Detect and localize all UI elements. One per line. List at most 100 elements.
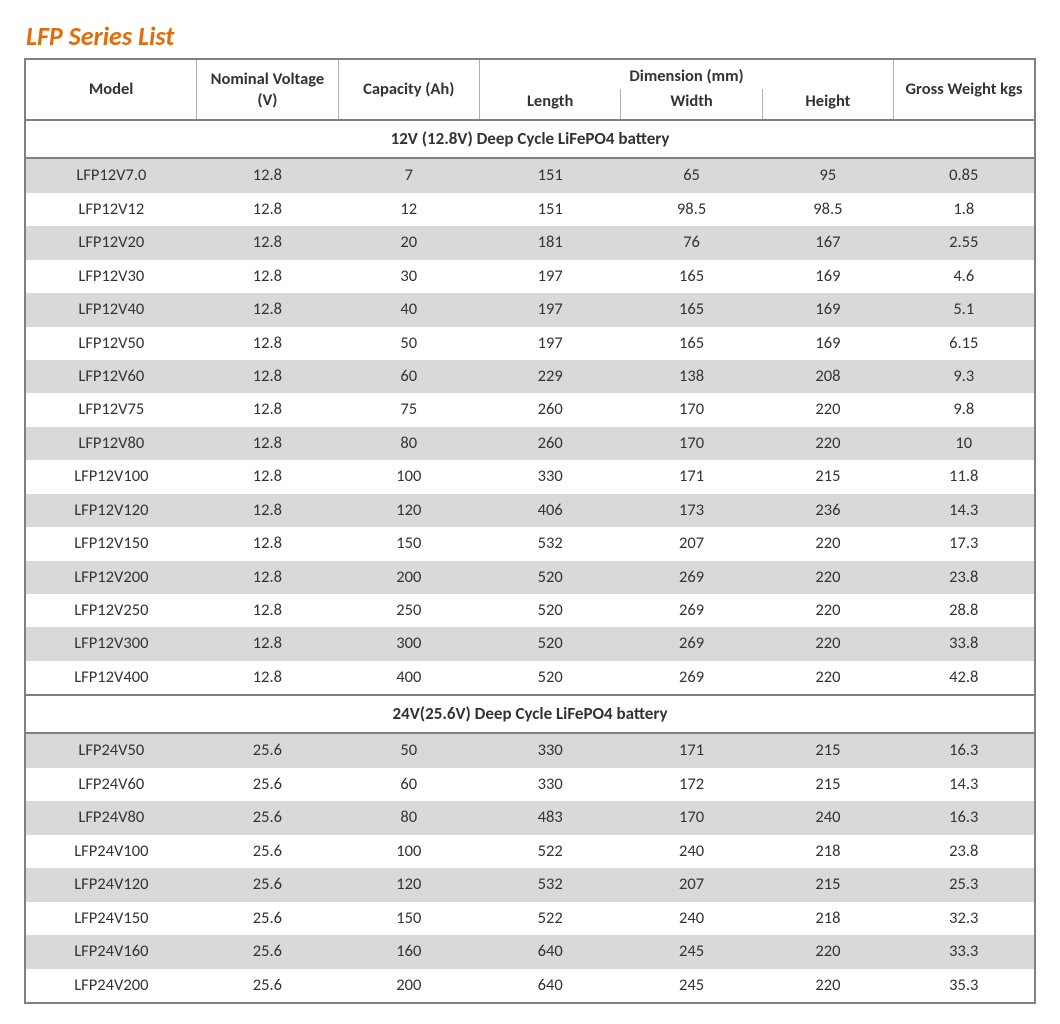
cell-capacity: 12 <box>338 193 479 226</box>
cell-width: 173 <box>621 494 762 527</box>
cell-model: LFP12V50 <box>25 327 197 360</box>
page-title: LFP Series List <box>24 20 1036 52</box>
cell-weight: 6.15 <box>894 327 1035 360</box>
th-height: Height <box>762 89 893 121</box>
cell-model: LFP12V12 <box>25 193 197 226</box>
cell-voltage: 12.8 <box>197 327 338 360</box>
table-row: LFP12V7.012.8715165950.85 <box>25 158 1035 192</box>
cell-voltage: 12.8 <box>197 293 338 326</box>
cell-height: 208 <box>762 360 893 393</box>
cell-capacity: 100 <box>338 460 479 493</box>
cell-capacity: 50 <box>338 733 479 767</box>
table-row: LFP12V2012.820181761672.55 <box>25 226 1035 259</box>
cell-model: LFP12V40 <box>25 293 197 326</box>
table-row: LFP24V16025.616064024522033.3 <box>25 935 1035 968</box>
cell-width: 172 <box>621 768 762 801</box>
cell-width: 171 <box>621 460 762 493</box>
table-row: LFP12V4012.8401971651695.1 <box>25 293 1035 326</box>
cell-weight: 32.3 <box>894 902 1035 935</box>
cell-model: LFP12V300 <box>25 627 197 660</box>
table-row: LFP24V15025.615052224021832.3 <box>25 902 1035 935</box>
cell-length: 197 <box>479 260 620 293</box>
cell-height: 98.5 <box>762 193 893 226</box>
cell-weight: 42.8 <box>894 661 1035 695</box>
cell-voltage: 25.6 <box>197 801 338 834</box>
cell-voltage: 25.6 <box>197 969 338 1003</box>
cell-capacity: 150 <box>338 902 479 935</box>
table-body: 12V (12.8V) Deep Cycle LiFePO4 batteryLF… <box>25 120 1035 1003</box>
cell-height: 220 <box>762 627 893 660</box>
cell-voltage: 12.8 <box>197 260 338 293</box>
cell-height: 215 <box>762 868 893 901</box>
cell-weight: 33.8 <box>894 627 1035 660</box>
cell-voltage: 25.6 <box>197 835 338 868</box>
cell-length: 330 <box>479 733 620 767</box>
table-row: LFP12V20012.820052026922023.8 <box>25 561 1035 594</box>
cell-capacity: 60 <box>338 360 479 393</box>
cell-model: LFP24V50 <box>25 733 197 767</box>
cell-length: 181 <box>479 226 620 259</box>
cell-height: 218 <box>762 835 893 868</box>
cell-width: 170 <box>621 393 762 426</box>
cell-width: 269 <box>621 627 762 660</box>
cell-length: 522 <box>479 835 620 868</box>
cell-width: 269 <box>621 561 762 594</box>
cell-width: 165 <box>621 327 762 360</box>
cell-length: 522 <box>479 902 620 935</box>
cell-weight: 25.3 <box>894 868 1035 901</box>
cell-weight: 4.6 <box>894 260 1035 293</box>
cell-height: 95 <box>762 158 893 192</box>
table-row: LFP12V40012.840052026922042.8 <box>25 661 1035 695</box>
cell-height: 220 <box>762 661 893 695</box>
cell-capacity: 75 <box>338 393 479 426</box>
section-header: 12V (12.8V) Deep Cycle LiFePO4 battery <box>25 120 1035 158</box>
cell-capacity: 100 <box>338 835 479 868</box>
th-voltage: Nominal Voltage (V) <box>197 59 338 120</box>
cell-height: 220 <box>762 594 893 627</box>
cell-length: 640 <box>479 935 620 968</box>
cell-width: 165 <box>621 293 762 326</box>
cell-weight: 2.55 <box>894 226 1035 259</box>
cell-length: 640 <box>479 969 620 1003</box>
cell-height: 240 <box>762 801 893 834</box>
cell-height: 220 <box>762 427 893 460</box>
cell-voltage: 25.6 <box>197 935 338 968</box>
cell-length: 520 <box>479 561 620 594</box>
cell-model: LFP12V100 <box>25 460 197 493</box>
cell-capacity: 120 <box>338 868 479 901</box>
cell-voltage: 12.8 <box>197 627 338 660</box>
section-header: 24V(25.6V) Deep Cycle LiFePO4 battery <box>25 695 1035 733</box>
cell-height: 220 <box>762 969 893 1003</box>
cell-width: 170 <box>621 801 762 834</box>
cell-width: 138 <box>621 360 762 393</box>
table-row: LFP12V12012.812040617323614.3 <box>25 494 1035 527</box>
cell-model: LFP12V80 <box>25 427 197 460</box>
cell-capacity: 250 <box>338 594 479 627</box>
lfp-series-table: Model Nominal Voltage (V) Capacity (Ah) … <box>24 58 1036 1004</box>
cell-capacity: 60 <box>338 768 479 801</box>
table-row: LFP24V12025.612053220721525.3 <box>25 868 1035 901</box>
cell-height: 215 <box>762 733 893 767</box>
cell-model: LFP12V7.0 <box>25 158 197 192</box>
cell-voltage: 12.8 <box>197 460 338 493</box>
table-row: LFP12V3012.8301971651694.6 <box>25 260 1035 293</box>
table-row: LFP24V5025.65033017121516.3 <box>25 733 1035 767</box>
cell-voltage: 12.8 <box>197 226 338 259</box>
cell-voltage: 12.8 <box>197 594 338 627</box>
table-row: LFP24V10025.610052224021823.8 <box>25 835 1035 868</box>
cell-height: 236 <box>762 494 893 527</box>
cell-model: LFP12V120 <box>25 494 197 527</box>
table-row: LFP12V1212.81215198.598.51.8 <box>25 193 1035 226</box>
cell-model: LFP24V60 <box>25 768 197 801</box>
cell-height: 169 <box>762 327 893 360</box>
cell-length: 532 <box>479 527 620 560</box>
cell-voltage: 12.8 <box>197 494 338 527</box>
cell-height: 169 <box>762 260 893 293</box>
cell-model: LFP24V200 <box>25 969 197 1003</box>
cell-length: 197 <box>479 293 620 326</box>
cell-model: LFP24V80 <box>25 801 197 834</box>
cell-model: LFP24V100 <box>25 835 197 868</box>
cell-capacity: 120 <box>338 494 479 527</box>
cell-width: 207 <box>621 868 762 901</box>
table-row: LFP24V20025.620064024522035.3 <box>25 969 1035 1003</box>
